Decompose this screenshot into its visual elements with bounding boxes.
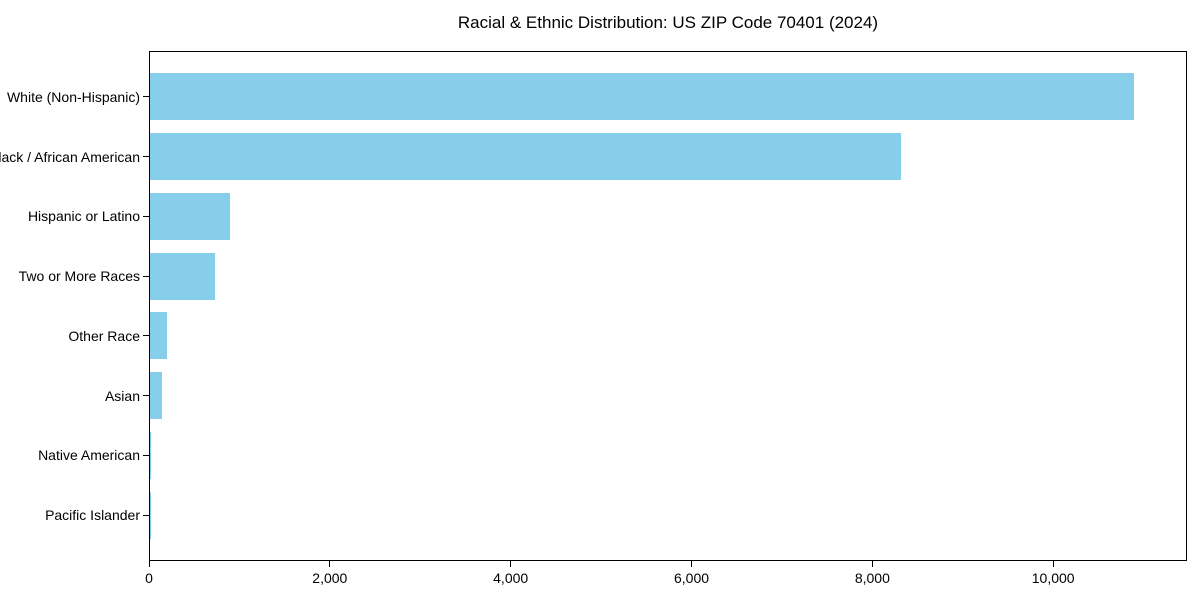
x-tick-label: 4,000 (493, 570, 529, 586)
y-tick-mark (143, 395, 149, 397)
y-axis-label: Other Race (68, 327, 140, 344)
y-axis-label: Pacific Islander (45, 507, 140, 524)
x-tick-label: 0 (145, 570, 153, 586)
x-tick-mark (691, 561, 692, 567)
bar-two-or-more-races (150, 252, 215, 300)
y-tick-mark (143, 335, 149, 337)
x-tick-mark (148, 561, 150, 567)
x-tick-label: 2,000 (312, 570, 348, 586)
y-axis-label: White (Non-Hispanic) (6, 88, 140, 105)
bar-asian (150, 372, 163, 420)
x-tick-mark (510, 561, 512, 567)
bar-white-non-hispanic (150, 73, 1134, 121)
x-tick-mark (871, 561, 873, 567)
y-axis-label: Black / African American (0, 148, 140, 165)
y-tick-mark (143, 215, 149, 217)
y-axis-label: Asian (104, 387, 140, 404)
x-tick-mark (329, 561, 331, 567)
x-tick-mark (1052, 561, 1054, 567)
bar-other-race (150, 312, 168, 360)
y-tick-mark (143, 514, 149, 516)
y-axis-label: Two or More Races (18, 268, 140, 285)
plot-area (149, 51, 1187, 561)
x-tick-label: 8,000 (854, 570, 890, 586)
bar-native-american (150, 431, 152, 479)
y-tick-mark (143, 156, 149, 158)
x-tick-label: 6,000 (673, 570, 710, 586)
y-axis-label: Hispanic or Latino (27, 208, 140, 225)
y-tick-mark (143, 454, 149, 456)
y-tick-mark (143, 96, 149, 98)
x-tick-label: 10,000 (1031, 570, 1075, 586)
y-axis-label: Native American (38, 447, 140, 464)
bar-black-african-american (150, 133, 901, 181)
chart-title: Racial & Ethnic Distribution: US ZIP Cod… (457, 13, 879, 32)
y-tick-mark (143, 275, 149, 277)
bar-hispanic-or-latino (150, 192, 230, 240)
